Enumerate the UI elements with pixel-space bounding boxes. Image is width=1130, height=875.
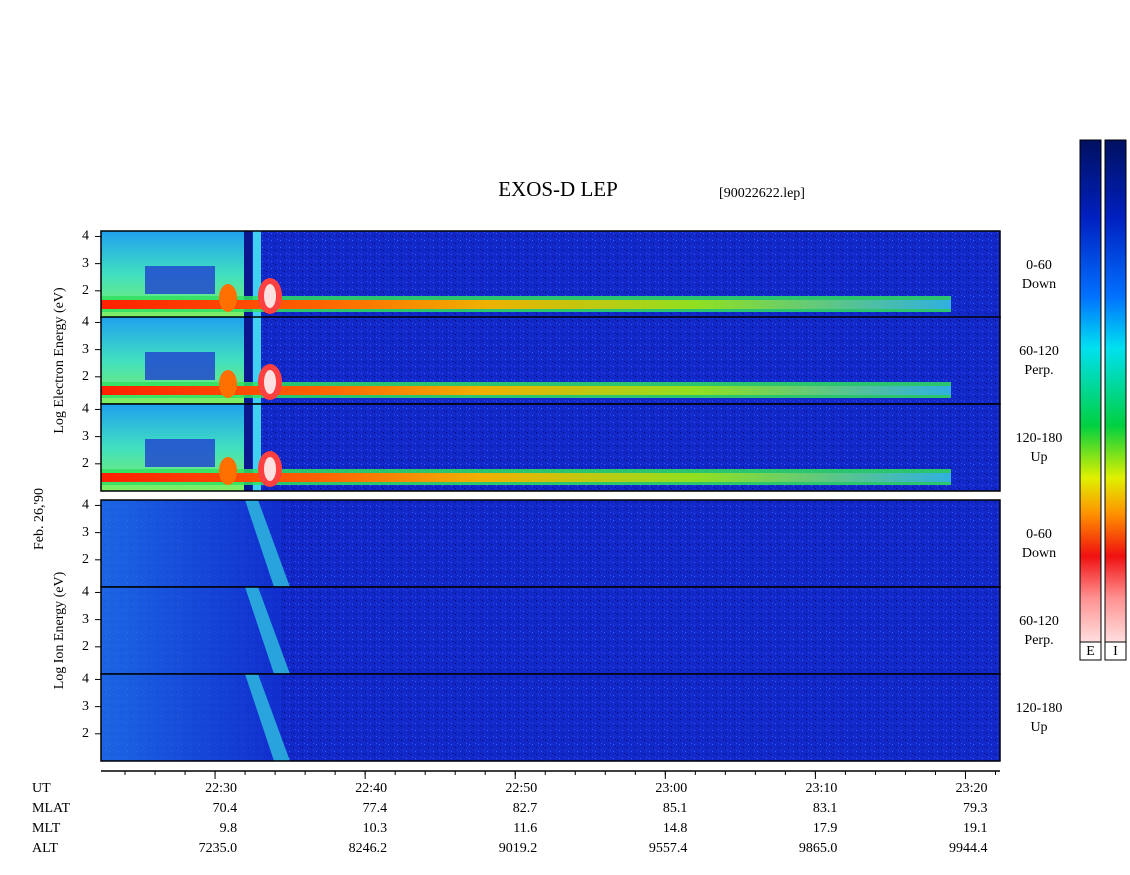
orbit-value: 8246.2 (349, 841, 388, 856)
spectrogram-feature (244, 231, 252, 318)
y-tick-label: 2 (82, 552, 89, 567)
y-tick-label: 4 (82, 585, 89, 600)
spectrogram-feature (101, 386, 951, 395)
orbit-value: 14.8 (663, 821, 688, 836)
orbit-value: 9.8 (220, 821, 238, 836)
orbit-value: 79.3 (963, 801, 988, 816)
panel-direction: Down (1022, 277, 1056, 292)
spectrogram-feature (101, 300, 951, 309)
orbit-row-label: MLAT (32, 801, 71, 816)
spectrogram-feature (145, 266, 215, 294)
y-tick-label: 3 (82, 612, 89, 627)
orbit-value: 7235.0 (199, 841, 238, 856)
panel-angle: 60-120 (1019, 614, 1059, 629)
spectrogram-feature (244, 317, 252, 404)
panel-direction: Up (1030, 720, 1047, 735)
x-tick-label: 22:30 (205, 781, 237, 796)
y-axis-label: Log Ion Energy (eV) (52, 571, 67, 689)
spectrogram-feature (264, 284, 276, 308)
colorbar-label: I (1113, 644, 1118, 659)
x-tick-label: 23:20 (956, 781, 988, 796)
orbit-value: 77.4 (363, 801, 388, 816)
x-tick-label: 23:10 (806, 781, 838, 796)
spectrogram-feature (219, 457, 237, 485)
colorbar-label-box (1104, 641, 1127, 661)
y-tick-label: 3 (82, 525, 89, 540)
panel-frame (100, 403, 1001, 492)
y-tick-label: 3 (82, 256, 89, 271)
orbit-value: 10.3 (363, 821, 388, 836)
spectrogram-feature (245, 587, 290, 674)
panel-frame (100, 673, 1001, 762)
y-tick-label: 3 (82, 429, 89, 444)
panel-direction: Perp. (1024, 633, 1053, 648)
panel-angle: 60-120 (1019, 344, 1059, 359)
spectrogram-feature (253, 231, 261, 318)
y-tick-label: 2 (82, 369, 89, 384)
orbit-value: 70.4 (213, 801, 238, 816)
orbit-value: 9019.2 (499, 841, 538, 856)
y-tick-label: 4 (82, 229, 89, 244)
spectrogram-feature (245, 500, 290, 587)
spectrogram-feature (264, 370, 276, 394)
orbit-row-label: UT (32, 781, 51, 796)
y-tick-label: 4 (82, 672, 89, 687)
y-tick-label: 4 (82, 315, 89, 330)
spectrogram-feature (219, 284, 237, 312)
colorbar (1104, 139, 1127, 661)
spectrogram-feature (219, 370, 237, 398)
x-tick-label: 23:00 (655, 781, 687, 796)
panel-angle: 0-60 (1026, 527, 1052, 542)
panel-direction: Up (1030, 450, 1047, 465)
orbit-value: 19.1 (963, 821, 988, 836)
orbit-value: 9557.4 (649, 841, 688, 856)
orbit-value: 82.7 (513, 801, 538, 816)
chart-title: EXOS-D LEP (498, 177, 618, 201)
panel-direction: Perp. (1024, 363, 1053, 378)
panel-angle: 120-180 (1016, 701, 1063, 716)
spectrogram-feature (244, 404, 252, 491)
colorbar (1079, 139, 1102, 661)
y-axis-label: Log Electron Energy (eV) (52, 287, 67, 434)
spectrogram-feature (264, 457, 276, 481)
y-tick-label: 2 (82, 283, 89, 298)
panel-direction: Down (1022, 546, 1056, 561)
y-tick-label: 4 (82, 498, 89, 513)
orbit-value: 83.1 (813, 801, 838, 816)
colorbar-label-box (1079, 641, 1102, 661)
spectrogram-feature (253, 404, 261, 491)
date-label: Feb. 26,'90 (32, 488, 47, 550)
orbit-value: 9865.0 (799, 841, 838, 856)
panel-angle: 0-60 (1026, 258, 1052, 273)
colorbar-label: E (1086, 644, 1095, 659)
x-tick-label: 22:40 (355, 781, 387, 796)
y-tick-label: 3 (82, 342, 89, 357)
orbit-row-label: ALT (32, 841, 58, 856)
orbit-value: 11.6 (513, 821, 537, 836)
orbit-row-label: MLT (32, 821, 61, 836)
orbit-value: 85.1 (663, 801, 688, 816)
y-tick-label: 4 (82, 402, 89, 417)
orbit-value: 9944.4 (949, 841, 988, 856)
y-tick-label: 3 (82, 699, 89, 714)
spectrogram-feature (145, 439, 215, 467)
y-tick-label: 2 (82, 639, 89, 654)
panel-angle: 120-180 (1016, 431, 1063, 446)
y-tick-label: 2 (82, 726, 89, 741)
x-tick-label: 22:50 (505, 781, 537, 796)
spectrogram-feature (253, 317, 261, 404)
spectrogram-feature (101, 473, 951, 482)
orbit-value: 17.9 (813, 821, 838, 836)
spectrogram-feature (245, 674, 290, 761)
y-tick-label: 2 (82, 456, 89, 471)
spectrogram-feature (145, 352, 215, 380)
file-label: [90022622.lep] (719, 186, 805, 201)
